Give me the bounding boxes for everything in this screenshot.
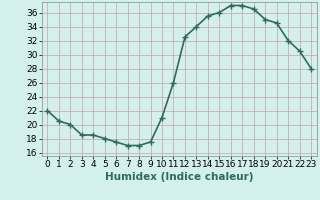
X-axis label: Humidex (Indice chaleur): Humidex (Indice chaleur) <box>105 172 253 182</box>
